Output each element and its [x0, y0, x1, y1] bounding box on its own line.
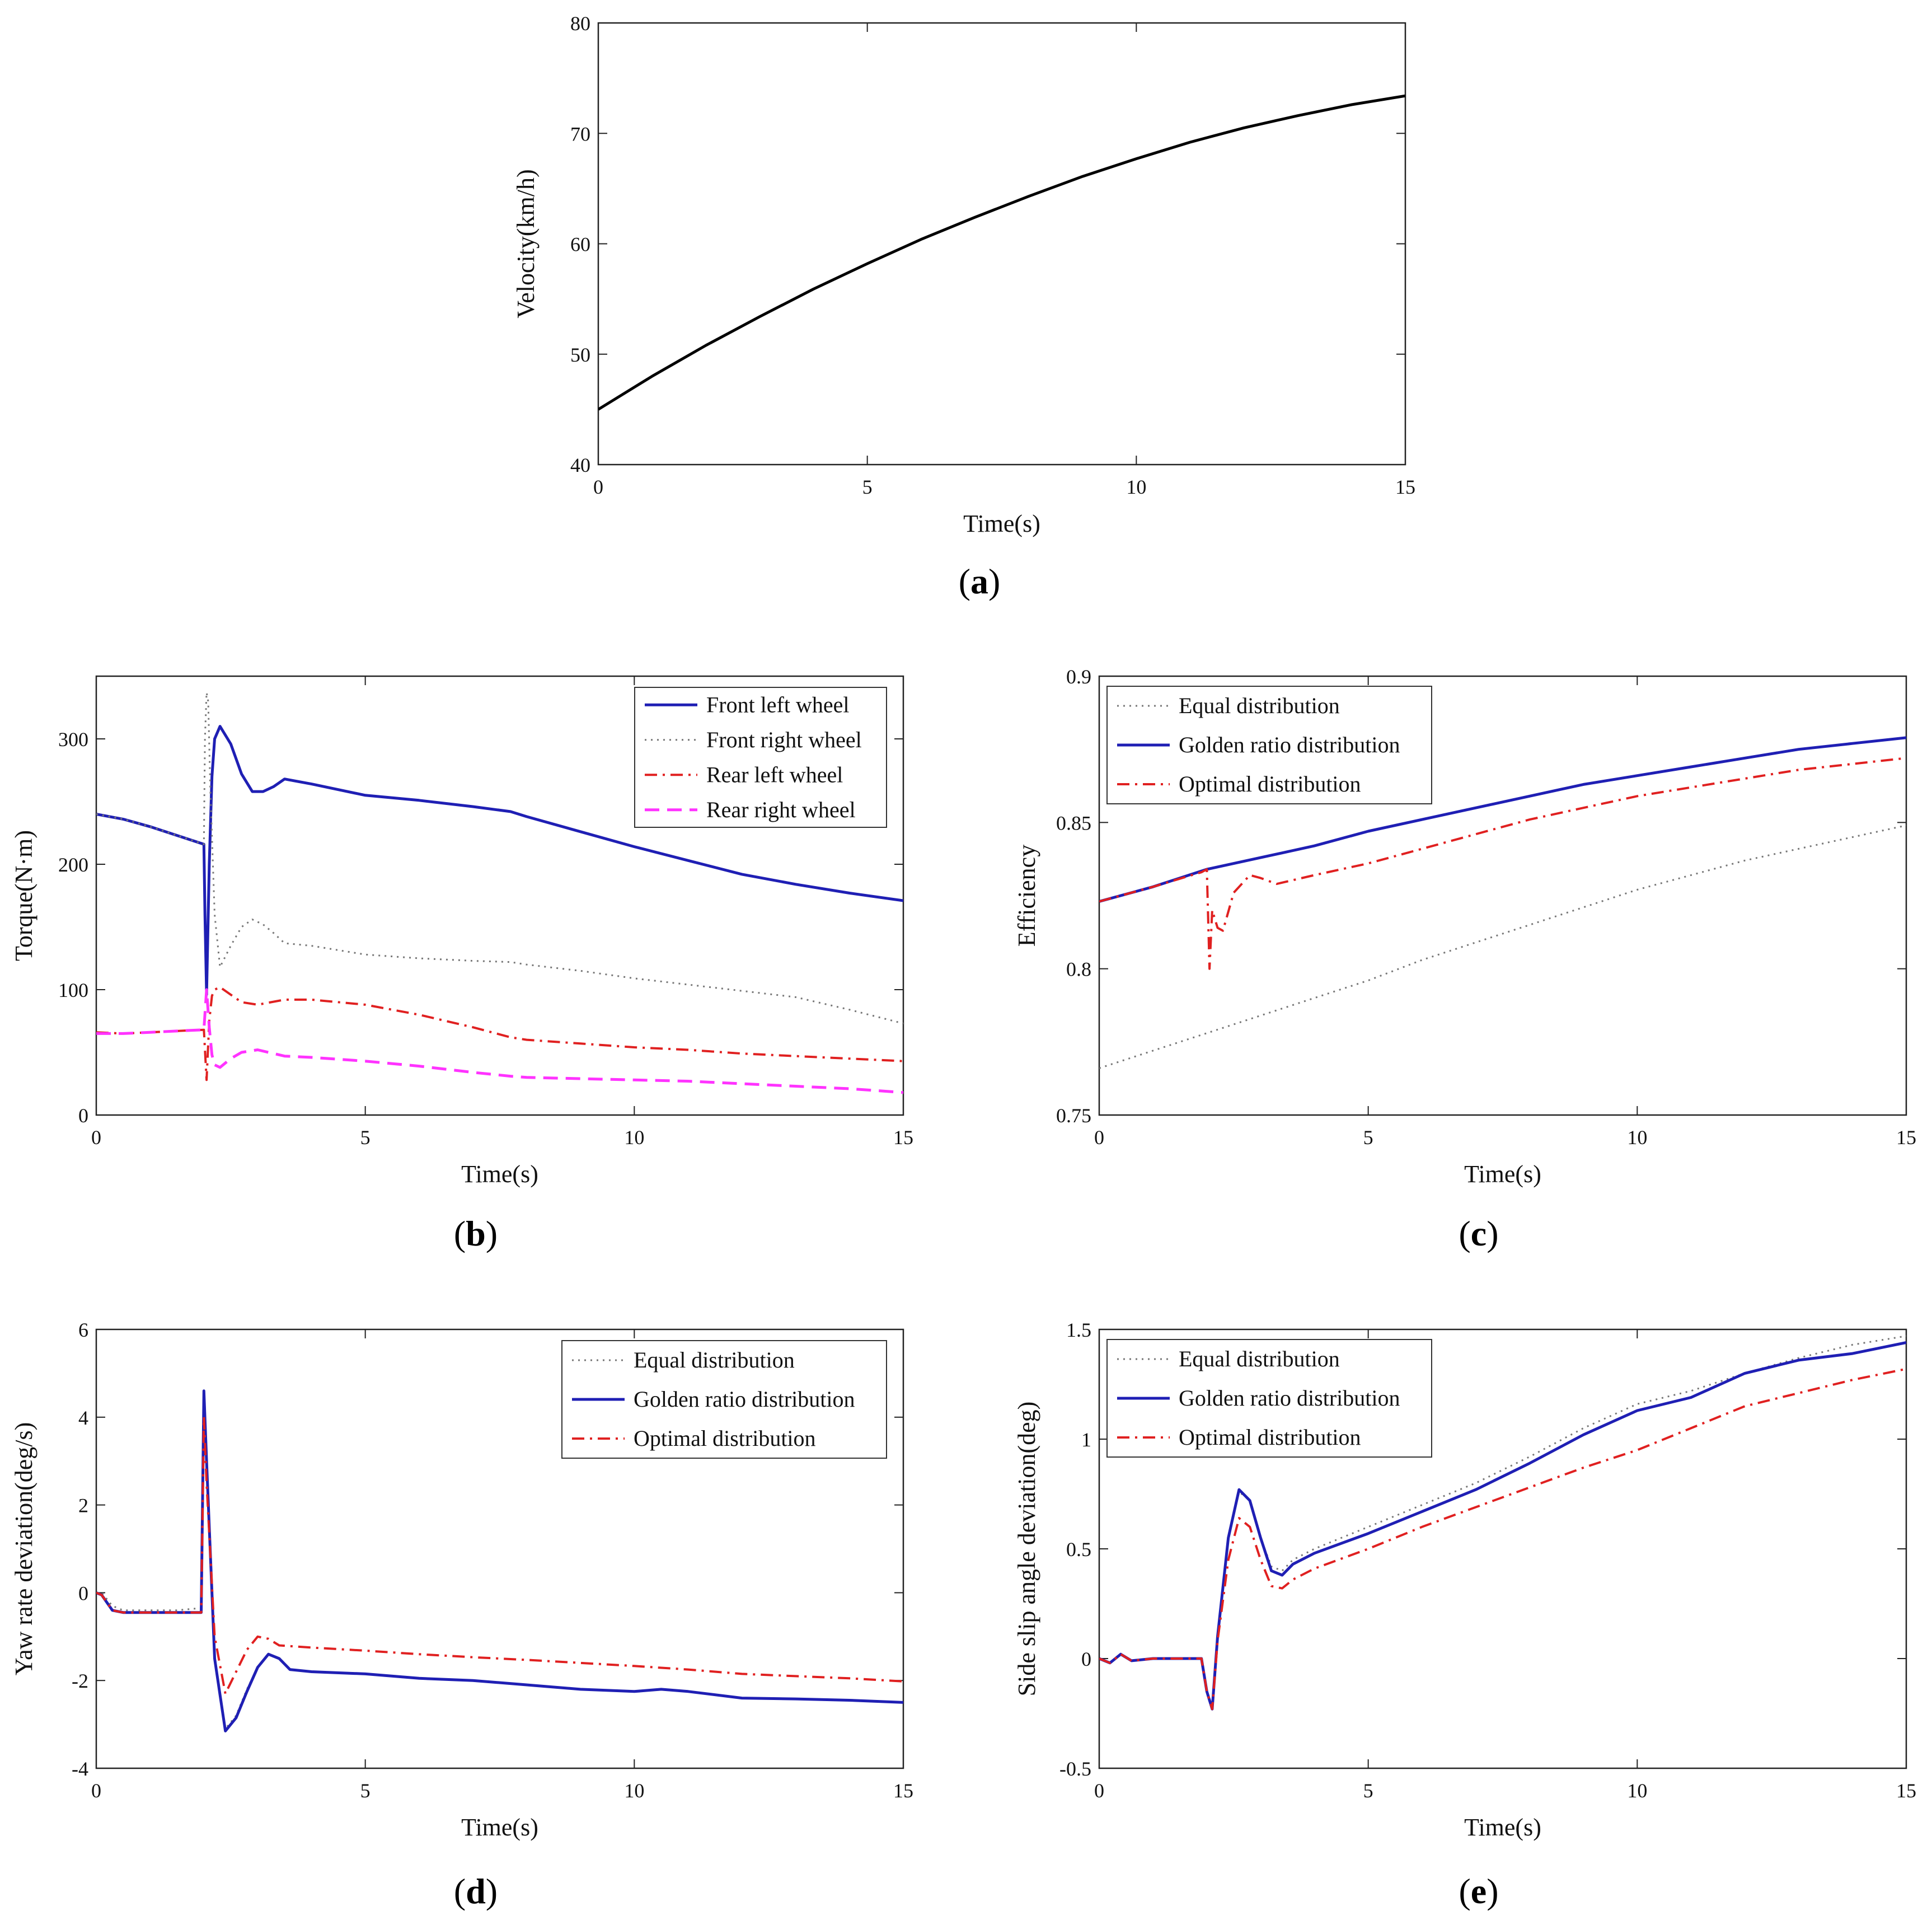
x-tick-label: 0	[1094, 1779, 1104, 1802]
legend-entry: Equal distribution	[1179, 1346, 1340, 1371]
x-tick-label: 10	[1627, 1126, 1647, 1149]
y-tick-label: 40	[570, 454, 590, 476]
x-axis-label: Time(s)	[461, 1160, 538, 1188]
subfigure-caption: (c)	[1459, 1214, 1498, 1253]
series-line-rear-left-wheel	[96, 986, 903, 1081]
y-tick-label: 200	[58, 854, 88, 876]
y-tick-label: -0.5	[1059, 1758, 1091, 1780]
legend-entry: Optimal distribution	[1179, 771, 1361, 797]
legend-entry: Equal distribution	[634, 1347, 795, 1373]
legend-entry: Golden ratio distribution	[634, 1387, 855, 1412]
legend-entry: Equal distribution	[1179, 693, 1340, 718]
x-tick-label: 10	[624, 1779, 644, 1802]
series-line-velocity	[598, 94, 1405, 411]
series-line-front-left-wheel	[96, 725, 903, 996]
y-tick-label: 0.5	[1066, 1538, 1091, 1561]
y-tick-label: 50	[570, 344, 590, 366]
x-axis-label: Time(s)	[963, 510, 1040, 537]
plot-frame	[597, 22, 1406, 466]
x-axis-label: Time(s)	[461, 1814, 538, 1841]
legend-box	[634, 687, 887, 828]
legend-entry: Rear right wheel	[706, 797, 856, 822]
subfigure-caption: (b)	[454, 1214, 498, 1253]
y-tick-label: 4	[78, 1407, 88, 1429]
y-tick-label: 0.9	[1066, 666, 1091, 688]
y-tick-label: 0	[1081, 1648, 1091, 1670]
series-line-optimal-distribution	[1099, 757, 1906, 970]
subfigure-caption: (e)	[1459, 1871, 1498, 1911]
x-tick-label: 0	[91, 1126, 101, 1149]
series-line-optimal-distribution	[96, 1416, 903, 1695]
y-tick-label: 70	[570, 123, 590, 145]
series-line-golden-ratio-distribution	[1099, 736, 1906, 903]
y-tick-label: 0.85	[1056, 812, 1091, 834]
x-tick-label: 15	[1896, 1126, 1916, 1149]
subfigure-caption: (a)	[959, 561, 1001, 601]
legend: Equal distribution Golden ratio distribut…	[1106, 686, 1432, 804]
x-axis-label: Time(s)	[1464, 1814, 1541, 1841]
x-axis-label: Time(s)	[1464, 1160, 1541, 1188]
x-tick-label: 5	[360, 1126, 371, 1149]
x-tick-label: 10	[624, 1126, 644, 1149]
y-tick-label: 60	[570, 233, 590, 256]
y-tick-label: 0.75	[1056, 1104, 1091, 1127]
y-tick-label: 0.8	[1066, 958, 1091, 981]
legend: Front left wheel Front right wheel Rear le…	[634, 687, 887, 828]
plot-frame	[1098, 675, 1907, 1116]
x-tick-label: 10	[1627, 1779, 1647, 1802]
y-tick-label: 0	[78, 1582, 88, 1604]
plot-frame	[95, 675, 904, 1116]
y-tick-label: 1.5	[1066, 1319, 1091, 1341]
y-tick-label: 80	[570, 12, 590, 35]
legend-entry: Rear left wheel	[706, 762, 843, 787]
x-tick-label: 0	[91, 1779, 101, 1802]
legend-entry: Front right wheel	[706, 727, 862, 752]
x-tick-label: 5	[862, 476, 873, 498]
x-tick-label: 15	[1395, 476, 1415, 498]
x-tick-label: 15	[893, 1126, 913, 1149]
y-tick-label: 0	[78, 1104, 88, 1127]
y-axis-label: Torque(N·m)	[10, 830, 37, 961]
x-tick-label: 0	[1094, 1126, 1104, 1149]
plot-frame	[95, 1328, 904, 1769]
series-line-rear-right-wheel	[96, 988, 903, 1094]
y-tick-label: 1	[1081, 1428, 1091, 1451]
chart-a: 0 5 10 15 40 50 60 70 80 Time(s) Velocity(km/h) (a)	[512, 12, 1415, 601]
x-tick-label: 15	[893, 1779, 913, 1802]
y-axis-label: Yaw rate deviation(deg/s)	[10, 1422, 37, 1676]
x-tick-label: 0	[593, 476, 603, 498]
x-tick-label: 5	[1363, 1779, 1373, 1802]
y-axis-label: Efficiency	[1013, 845, 1040, 947]
y-tick-label: -4	[72, 1758, 88, 1780]
chart-d: 0 5 10 15 -4 -2 0 2 4 6 Time(s) Yaw rate deviation(…	[10, 1319, 913, 1911]
legend-entry: Front left wheel	[706, 692, 850, 717]
legend-entry: Golden ratio distribution	[1179, 1385, 1400, 1411]
y-axis-label: Side slip angle deviation(deg)	[1013, 1402, 1040, 1697]
x-tick-label: 5	[360, 1779, 371, 1802]
y-tick-label: 6	[78, 1319, 88, 1341]
y-axis-label: Velocity(km/h)	[512, 169, 540, 318]
chart-c: 0 5 10 15 0.75 0.8 0.85 0.9 Time(s) Efficiency Equ…	[1013, 666, 1916, 1253]
x-tick-label: 5	[1363, 1126, 1373, 1149]
x-tick-label: 10	[1126, 476, 1146, 498]
legend-entry: Optimal distribution	[634, 1426, 816, 1451]
series-line-front-right-wheel	[96, 691, 903, 1024]
subfigure-caption: (d)	[454, 1871, 498, 1911]
legend-entry: Golden ratio distribution	[1179, 732, 1400, 757]
y-tick-label: 2	[78, 1495, 88, 1517]
chart-b: 0 5 10 15 0 100 200 300 Time(s) Torque(N·m) Front …	[10, 675, 913, 1253]
series-line-optimal-distribution	[1099, 1367, 1906, 1711]
series-line-equal-distribution	[1099, 825, 1906, 1069]
y-tick-label: -2	[72, 1670, 88, 1692]
y-tick-label: 100	[58, 979, 88, 1001]
y-tick-label: 300	[58, 728, 88, 751]
x-tick-label: 15	[1896, 1779, 1916, 1802]
legend: Equal distribution Golden ratio distribut…	[561, 1340, 887, 1459]
legend: Equal distribution Golden ratio distribut…	[1106, 1339, 1432, 1458]
legend-entry: Optimal distribution	[1179, 1425, 1361, 1450]
